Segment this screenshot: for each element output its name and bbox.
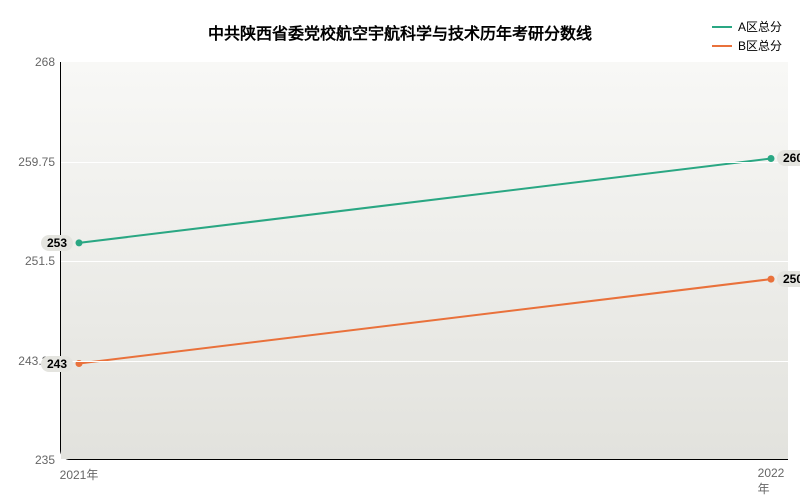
y-tick-label: 259.75 [5,155,55,169]
grid-line [61,261,788,262]
chart-title: 中共陕西省委党校航空宇航科学与技术历年考研分数线 [208,20,592,44]
y-tick-label: 251.5 [5,254,55,268]
data-point-label: 250 [777,271,800,287]
grid-line [61,162,788,163]
grid-line [61,361,788,362]
data-point [768,276,775,283]
y-tick-label: 268 [5,55,55,69]
legend-label-a: A区总分 [738,18,782,35]
data-point-label: 253 [41,235,73,251]
data-point [76,239,83,246]
line-chart: 中共陕西省委党校航空宇航科学与技术历年考研分数线 A区总分 B区总分 23524… [0,0,800,500]
plot-area: 235243.25251.5259.752682021年2022年2532602… [60,62,788,460]
chart-legend: A区总分 B区总分 [712,18,782,56]
series-line [79,279,771,363]
data-point-label: 260 [777,150,800,166]
x-tick-label: 2022年 [758,466,785,497]
legend-item-a: A区总分 [712,18,782,35]
legend-label-b: B区总分 [738,37,782,54]
y-tick-label: 235 [5,453,55,467]
series-line [79,158,771,242]
legend-item-b: B区总分 [712,37,782,54]
x-tick-label: 2021年 [60,466,99,483]
legend-swatch-b [712,45,732,47]
legend-swatch-a [712,26,732,28]
data-point-label: 243 [41,356,73,372]
